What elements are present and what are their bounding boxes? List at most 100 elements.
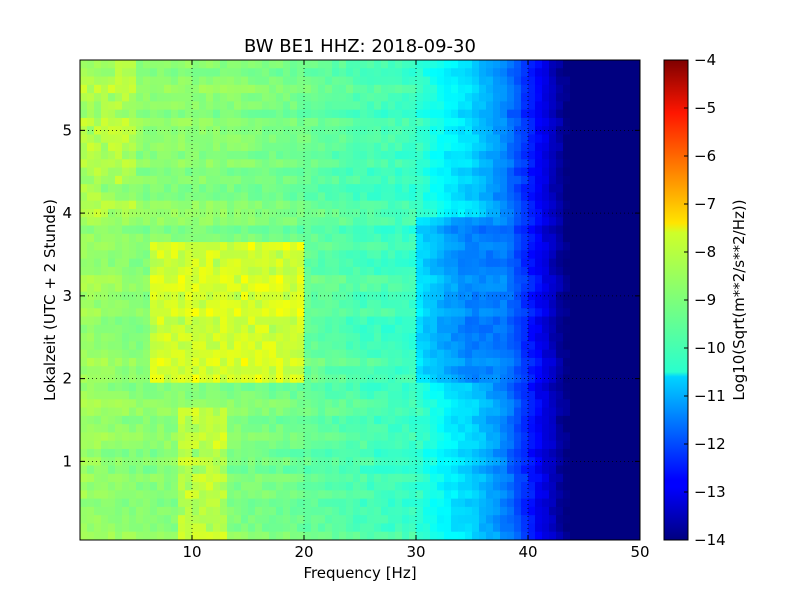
heatmap-cell [115, 465, 123, 475]
heatmap-cell [451, 448, 459, 458]
heatmap-cell [199, 101, 207, 111]
heatmap-cell [80, 151, 88, 160]
heatmap-cell [192, 258, 200, 268]
heatmap-cell [360, 159, 368, 169]
heatmap-cell [598, 333, 606, 342]
heatmap-cell [353, 283, 361, 293]
heatmap-cell [556, 167, 564, 177]
heatmap-cell [556, 192, 564, 202]
heatmap-cell [493, 117, 501, 127]
heatmap-cell [549, 151, 557, 160]
heatmap-cell [80, 506, 88, 516]
heatmap-cell [346, 374, 354, 384]
heatmap-cell [479, 275, 487, 285]
heatmap-cell [535, 399, 543, 409]
heatmap-cell [269, 258, 277, 268]
heatmap-cell [241, 341, 249, 351]
heatmap-cell [80, 391, 88, 400]
heatmap-cell [549, 506, 557, 516]
heatmap-cell [255, 242, 263, 251]
heatmap-cell [465, 101, 473, 111]
heatmap-cell [248, 515, 256, 525]
heatmap-cell [591, 200, 599, 210]
heatmap-cell [143, 142, 151, 152]
x-tick-label: 40 [518, 543, 537, 561]
heatmap-cell [304, 515, 312, 525]
heatmap-cell [227, 60, 235, 69]
heatmap-cell [234, 316, 242, 326]
heatmap-cell [535, 93, 543, 102]
heatmap-cell [290, 382, 298, 392]
heatmap-cell [605, 142, 613, 152]
heatmap-cell [479, 101, 487, 111]
heatmap-cell [325, 109, 333, 119]
heatmap-cell [542, 415, 550, 425]
heatmap-cell [577, 357, 585, 367]
heatmap-cell [465, 440, 473, 450]
heatmap-cell [206, 482, 214, 491]
heatmap-cell [367, 357, 375, 367]
heatmap-cell [605, 308, 613, 318]
heatmap-cell [318, 126, 326, 136]
heatmap-cell [157, 159, 165, 169]
heatmap-cell [367, 151, 375, 160]
heatmap-cell [101, 175, 109, 185]
heatmap-cell [570, 506, 578, 516]
heatmap-cell [304, 399, 312, 409]
heatmap-cell [465, 283, 473, 293]
heatmap-cell [255, 126, 263, 136]
heatmap-cell [465, 275, 473, 285]
heatmap-cell [339, 109, 347, 119]
heatmap-cell [248, 482, 256, 491]
heatmap-cell [227, 506, 235, 516]
heatmap-cell [465, 151, 473, 160]
heatmap-cell [122, 76, 130, 86]
heatmap-cell [185, 200, 193, 210]
heatmap-cell [535, 482, 543, 491]
heatmap-cell [318, 233, 326, 243]
heatmap-cell [402, 407, 410, 417]
heatmap-cell [521, 515, 529, 525]
heatmap-cell [423, 523, 431, 533]
heatmap-cell [416, 374, 424, 384]
heatmap-cell [136, 531, 144, 540]
heatmap-cell [479, 440, 487, 450]
heatmap-cell [598, 482, 606, 491]
heatmap-cell [304, 151, 312, 160]
heatmap-cell [248, 448, 256, 458]
heatmap-cell [304, 250, 312, 260]
heatmap-cell [423, 366, 431, 376]
heatmap-cell [178, 531, 186, 540]
heatmap-cell [262, 76, 270, 86]
heatmap-cell [101, 333, 109, 342]
heatmap-cell [220, 175, 228, 185]
heatmap-cell [353, 93, 361, 102]
heatmap-cell [255, 275, 263, 285]
heatmap-cell [304, 473, 312, 483]
heatmap-cell [388, 440, 396, 450]
heatmap-cell [542, 200, 550, 210]
heatmap-cell [535, 159, 543, 169]
heatmap-cell [416, 523, 424, 533]
heatmap-cell [521, 300, 529, 309]
heatmap-cell [339, 291, 347, 301]
heatmap-cell [115, 126, 123, 136]
heatmap-cell [402, 482, 410, 491]
heatmap-cell [444, 242, 452, 251]
heatmap-cell [346, 448, 354, 458]
heatmap-cell [115, 266, 123, 276]
heatmap-cell [549, 341, 557, 351]
heatmap-cell [108, 357, 116, 367]
heatmap-cell [633, 192, 640, 202]
heatmap-cell [80, 300, 88, 309]
heatmap-cell [402, 515, 410, 525]
heatmap-cell [486, 399, 494, 409]
heatmap-cell [528, 192, 536, 202]
heatmap-cell [493, 407, 501, 417]
heatmap-cell [605, 68, 613, 78]
heatmap-cell [339, 142, 347, 152]
heatmap-cell [87, 142, 95, 152]
heatmap-cell [290, 76, 298, 86]
heatmap-cell [514, 366, 522, 376]
heatmap-cell [591, 473, 599, 483]
